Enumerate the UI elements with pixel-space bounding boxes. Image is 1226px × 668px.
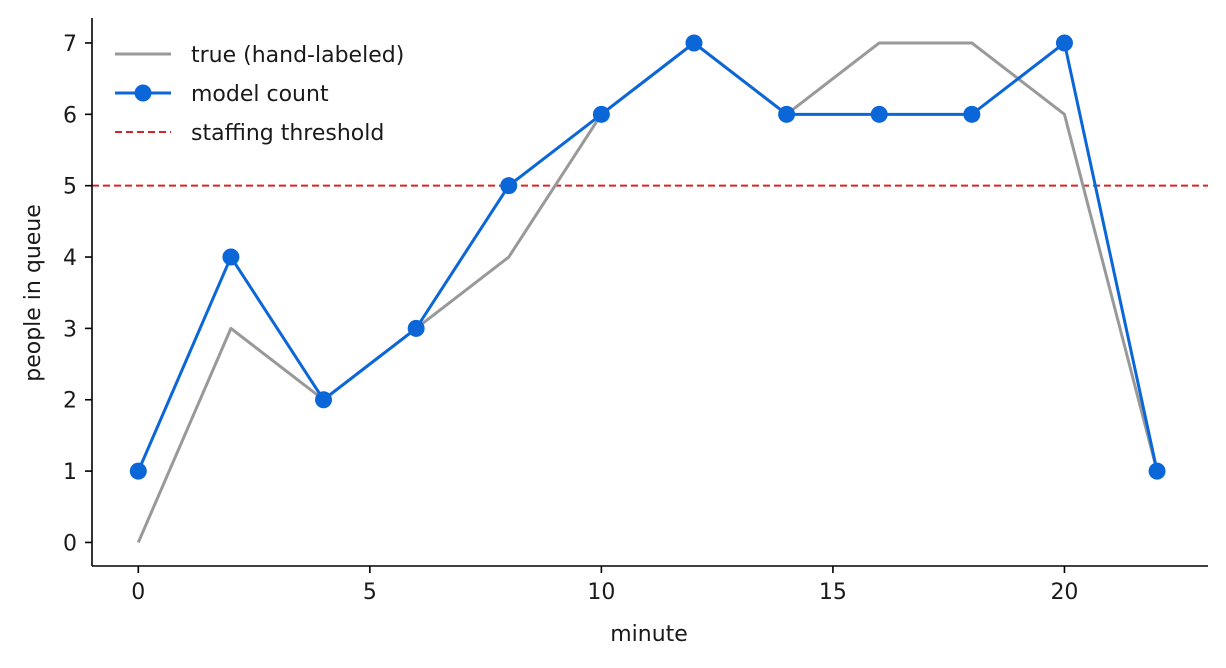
model-count-point xyxy=(222,248,240,266)
y-tick-label: 0 xyxy=(63,531,77,556)
axes xyxy=(91,18,1208,567)
model-count-point xyxy=(1055,34,1073,52)
model-count-point xyxy=(407,319,425,337)
model-count-point xyxy=(685,34,703,52)
model-count-point xyxy=(1148,462,1166,480)
model-count-point xyxy=(315,391,333,409)
legend-label: model count xyxy=(191,82,329,107)
model-count-line xyxy=(136,41,1159,472)
y-tick-label: 1 xyxy=(63,460,77,485)
y-tick-label: 5 xyxy=(63,175,77,200)
x-tick-label: 5 xyxy=(363,580,377,605)
y-tick-label: 6 xyxy=(63,103,77,128)
legend-label: staffing threshold xyxy=(191,121,384,146)
plot-content xyxy=(92,34,1208,544)
legend-label: true (hand-labeled) xyxy=(191,43,404,68)
legend: true (hand-labeled) model count staffing t… xyxy=(115,43,404,146)
x-tick-label: 0 xyxy=(131,580,145,605)
model-count-point xyxy=(963,105,981,123)
x-tick-label: 10 xyxy=(587,580,615,605)
y-tick-label: 4 xyxy=(63,246,77,271)
legend-entry-true: true (hand-labeled) xyxy=(115,43,404,68)
model-count-point xyxy=(778,105,796,123)
model-count-point xyxy=(870,105,888,123)
x-tick-label: 15 xyxy=(819,580,847,605)
legend-entry-model: model count xyxy=(115,82,329,107)
y-tick-label: 3 xyxy=(63,317,77,342)
y-tick-label: 7 xyxy=(63,32,77,57)
legend-marker xyxy=(134,84,152,102)
true-count-line xyxy=(136,41,1159,544)
model-count-point xyxy=(500,177,518,195)
x-tick-label: 20 xyxy=(1050,580,1078,605)
x-axis-title: minute xyxy=(610,622,688,647)
ticks: 0 5 10 15 20 0 1 2 3 4 5 6 7 xyxy=(63,32,1078,605)
model-count-point xyxy=(129,462,147,480)
model-count-point xyxy=(592,105,610,123)
y-axis-title: people in queue xyxy=(21,204,46,382)
legend-entry-threshold: staffing threshold xyxy=(115,121,384,146)
y-tick-label: 2 xyxy=(63,389,77,414)
